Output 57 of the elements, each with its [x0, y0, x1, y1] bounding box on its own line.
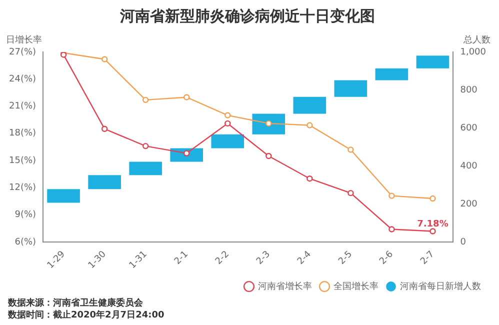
point [224, 112, 231, 118]
y2-tick-label: 1,000 [460, 47, 486, 58]
point [142, 142, 149, 150]
point [388, 192, 395, 199]
point [184, 94, 190, 100]
bar [88, 175, 121, 190]
y2-tick-label: 800 [460, 85, 478, 96]
y-tick-label: 15(%) [8, 156, 36, 166]
point [388, 226, 395, 232]
point [184, 150, 190, 156]
y2-tick-label: 600 [460, 123, 478, 134]
x-tick-label: 2-7 [419, 249, 437, 267]
y-tick-label: 18(%) [8, 128, 36, 139]
x-tick-label: 2-6 [378, 249, 396, 267]
point [430, 195, 436, 202]
bar [47, 189, 80, 203]
bar [252, 114, 286, 134]
point [224, 120, 231, 127]
x-tick-label: 2-5 [336, 249, 354, 267]
point [430, 228, 436, 234]
bar [293, 96, 326, 114]
data-label: 7.18% [417, 220, 448, 230]
point [348, 190, 354, 196]
x-tick-label: 2-1 [172, 249, 190, 267]
point [266, 152, 272, 160]
bar [129, 162, 162, 176]
y-tick-label: 27(%) [8, 47, 36, 58]
bar [211, 134, 244, 148]
x-tick-label: 2-2 [214, 249, 232, 267]
bar [416, 56, 450, 68]
point [142, 96, 149, 104]
y-axis-title: 日增长率 [6, 34, 42, 46]
legend-label: 河南省每日新增人数 [400, 280, 481, 292]
y2-axis-title: 总人数 [462, 34, 490, 46]
bar [375, 68, 408, 80]
y2-tick-label: 200 [460, 199, 478, 210]
point [348, 146, 354, 153]
x-tick-label: 2-3 [254, 249, 272, 267]
y-tick-label: 24(%) [8, 74, 36, 84]
y-tick-label: 12(%) [8, 183, 36, 193]
chart-title: 河南省新型肺炎确诊病例近十日变化图 [119, 6, 375, 25]
bar [334, 80, 368, 97]
point [306, 176, 313, 182]
point [306, 122, 313, 128]
text: 数据时间：截止2020年2月7日24:00 [7, 309, 164, 320]
y-tick-label: 6(%) [14, 237, 36, 248]
legend-label: 河南省增长率 [258, 280, 312, 292]
y-tick-label: 9(%) [14, 210, 36, 220]
y-tick-label: 21(%) [8, 102, 36, 112]
legend-label: 全国增长率 [334, 280, 378, 292]
y2-tick-label: 400 [460, 161, 478, 172]
x-tick-label: 2-4 [296, 249, 314, 267]
y2-tick-label: 0 [460, 237, 466, 248]
point [101, 56, 108, 62]
source-note: 数据来源：河南省卫生健康委员会 [7, 297, 144, 308]
point [266, 120, 272, 127]
point [101, 126, 108, 132]
